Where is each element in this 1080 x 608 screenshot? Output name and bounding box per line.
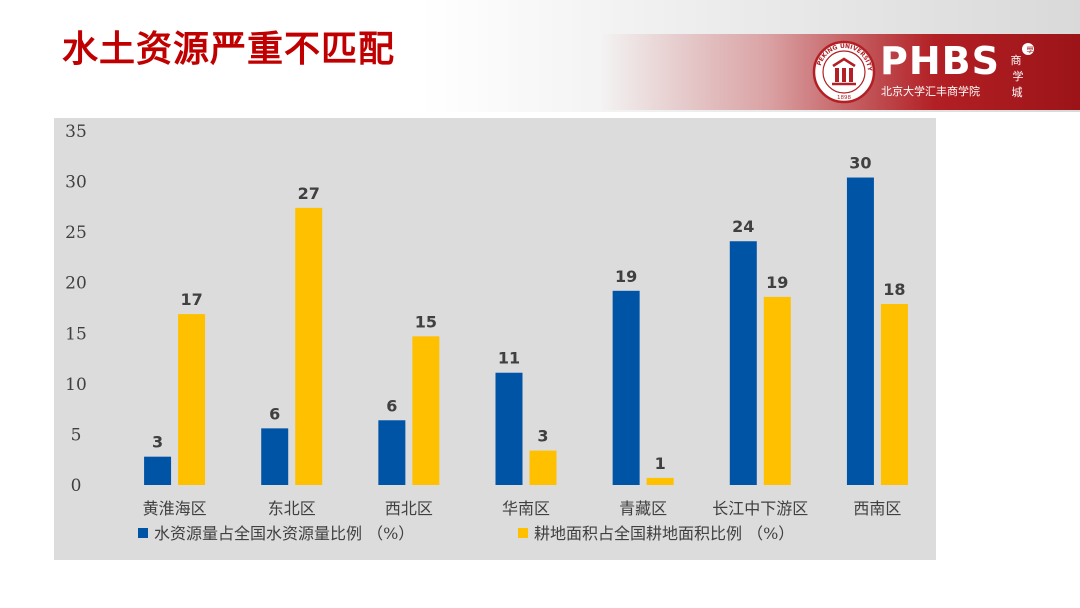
- y-tick-label: 15: [65, 324, 87, 344]
- bar-water: [729, 241, 757, 485]
- y-tick-label: 35: [65, 122, 87, 142]
- bar-water: [378, 420, 406, 485]
- chart-panel: 0 5 10 15 20 25 30 35 3 17 黄淮海区 6 27 东北区 6 15 西北区 11 3 华南区 1…: [54, 118, 936, 560]
- data-label: 30: [849, 154, 871, 173]
- bar-chart: 0 5 10 15 20 25 30 35 3 17 黄淮海区 6 27 东北区 6 15 西北区 11 3 华南区 1…: [65, 122, 908, 543]
- bar-water: [495, 372, 523, 485]
- calligraphy-char-2: 学: [1013, 69, 1024, 83]
- bar-farmland: [412, 336, 440, 485]
- y-tick-label: 5: [71, 425, 82, 445]
- x-category-label: 东北区: [268, 499, 316, 518]
- bar-farmland: [763, 296, 791, 485]
- legend-label: 水资源量占全国水资源量比例 （%）: [154, 524, 414, 543]
- bar-farmland: [646, 477, 674, 485]
- data-label: 27: [298, 184, 320, 203]
- slide-title: 水土资源严重不匹配: [62, 29, 396, 70]
- legend-swatch: [138, 528, 148, 538]
- x-category-label: 黄淮海区: [143, 499, 207, 518]
- y-tick-label: 25: [65, 223, 87, 243]
- data-label: 19: [766, 273, 788, 292]
- legend-label: 耕地面积占全国耕地面积比例 （%）: [534, 524, 794, 543]
- x-category-label: 西北区: [385, 499, 433, 518]
- data-label: 1: [655, 454, 666, 473]
- data-label: 3: [537, 427, 548, 446]
- data-label: 3: [152, 433, 163, 452]
- seal-year: 1898: [837, 95, 851, 101]
- y-tick-label: 10: [65, 375, 87, 395]
- bar-farmland: [880, 303, 908, 485]
- x-category-label: 西南区: [853, 499, 901, 518]
- bar-water: [612, 290, 640, 485]
- bar-farmland: [295, 207, 323, 485]
- data-label: 6: [386, 396, 397, 415]
- pku-seal-logo: PEKING UNIVERSITY 1898: [812, 40, 876, 104]
- data-label: 24: [732, 217, 754, 236]
- bar-farmland: [529, 450, 557, 485]
- data-label: 19: [615, 267, 637, 286]
- data-label: 18: [883, 280, 905, 299]
- x-category-label: 华南区: [502, 499, 550, 518]
- data-label: 11: [498, 349, 520, 368]
- y-tick-label: 0: [71, 476, 82, 496]
- data-label: 6: [269, 404, 280, 423]
- data-label: 17: [180, 290, 202, 309]
- legend-swatch: [518, 528, 528, 538]
- x-category-label: 青藏区: [619, 499, 667, 518]
- y-tick-label: 20: [65, 274, 87, 294]
- bar-farmland: [178, 314, 206, 485]
- x-category-label: 长江中下游区: [712, 499, 808, 518]
- brand-subtitle: 北京大学汇丰商学院: [881, 85, 980, 98]
- svg-text:學: 學: [1027, 45, 1034, 54]
- calligraphy-char-1: 商: [1011, 53, 1022, 67]
- brand-name: PHBS: [880, 39, 1000, 83]
- calligraphy-mark: 學 商 学 城: [1011, 43, 1034, 99]
- y-tick-label: 30: [65, 173, 87, 193]
- bar-water: [144, 456, 172, 485]
- calligraphy-char-3: 城: [1012, 86, 1023, 99]
- data-label: 15: [415, 312, 437, 331]
- bar-water: [846, 177, 874, 486]
- bar-water: [261, 428, 289, 485]
